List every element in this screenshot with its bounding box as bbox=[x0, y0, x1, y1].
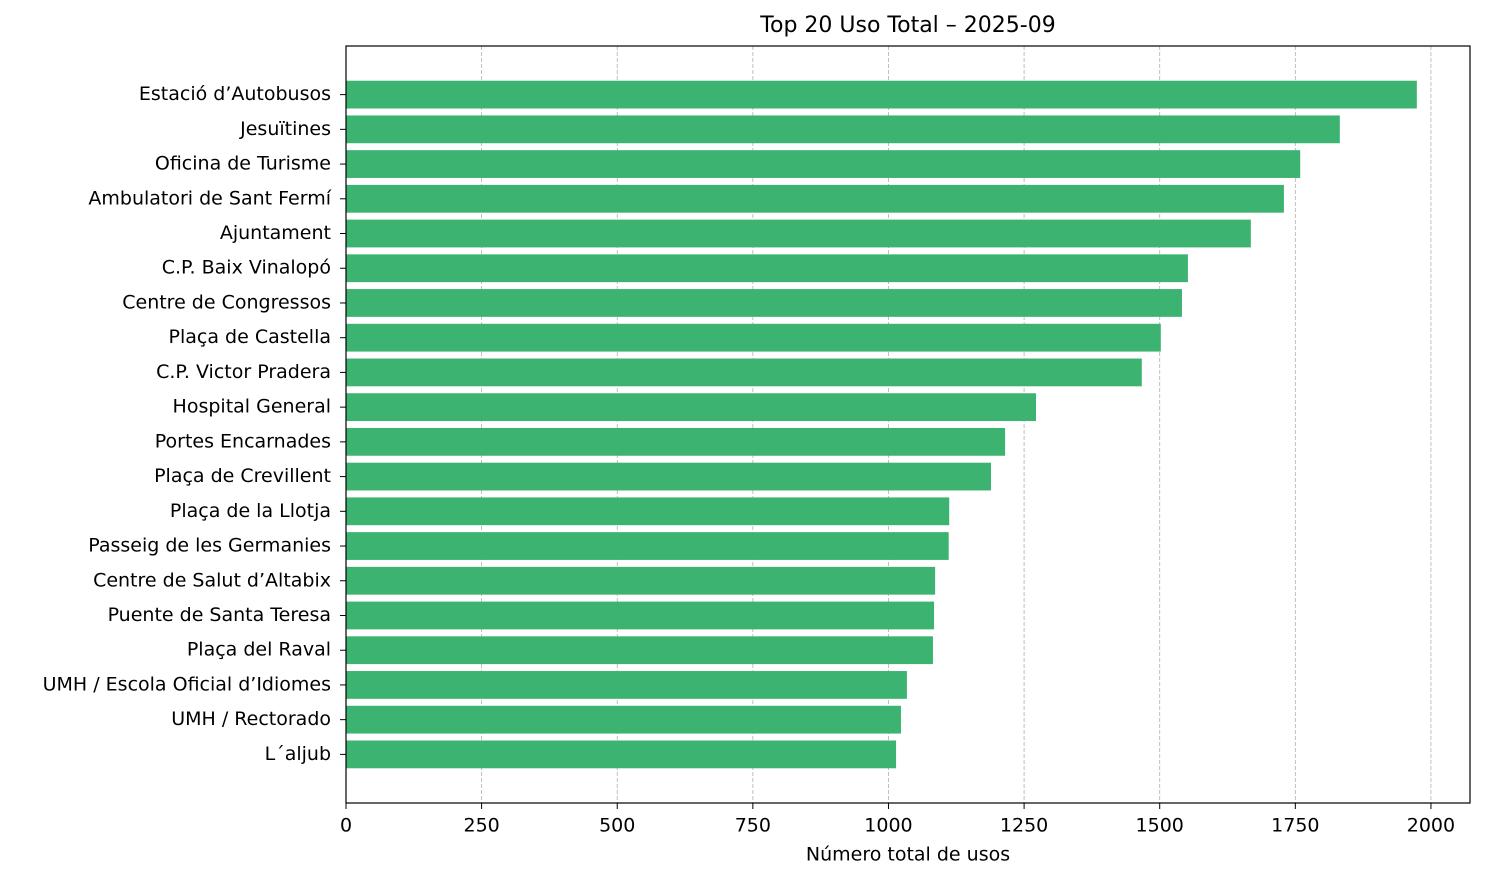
bar bbox=[346, 80, 1417, 109]
y-tick-label: Ajuntament bbox=[220, 222, 331, 244]
bar bbox=[346, 601, 935, 630]
bar bbox=[346, 462, 991, 491]
bar bbox=[346, 254, 1188, 283]
bar bbox=[346, 115, 1340, 144]
y-tick-label: Jesuïtines bbox=[239, 118, 331, 140]
y-tick-label: L´aljub bbox=[265, 743, 331, 765]
bar bbox=[346, 323, 1161, 352]
y-tick-label: Hospital General bbox=[173, 396, 331, 418]
bar bbox=[346, 566, 936, 595]
bar bbox=[346, 150, 1301, 178]
bar bbox=[346, 497, 950, 526]
bar bbox=[346, 705, 901, 734]
bar bbox=[346, 393, 1037, 422]
y-tick-label: UMH / Rectorado bbox=[171, 708, 331, 730]
bar bbox=[346, 636, 933, 665]
x-tick-label: 750 bbox=[735, 815, 771, 837]
y-tick-label: Centre de Salut d’Altabix bbox=[93, 569, 331, 591]
bar bbox=[346, 740, 897, 769]
bar bbox=[346, 219, 1251, 248]
y-tick-label: Plaça de la Llotja bbox=[170, 500, 331, 522]
bar bbox=[346, 358, 1142, 387]
y-tick-label: Plaça de Crevillent bbox=[154, 465, 331, 487]
y-tick-label: UMH / Escola Oficial d’Idiomes bbox=[43, 673, 331, 695]
x-tick-label: 1000 bbox=[864, 815, 912, 837]
x-tick-label: 250 bbox=[463, 815, 499, 837]
x-tick-label: 1250 bbox=[1000, 815, 1048, 837]
x-tick-label: 500 bbox=[599, 815, 635, 837]
x-tick-label: 1500 bbox=[1136, 815, 1184, 837]
y-tick-label: Plaça de Castella bbox=[169, 326, 331, 348]
y-tick-label: Plaça del Raval bbox=[187, 639, 331, 661]
y-tick-label: C.P. Victor Pradera bbox=[156, 361, 331, 383]
y-tick-label: Centre de Congressos bbox=[122, 291, 331, 313]
y-tick-label: Ambulatori de Sant Fermí bbox=[88, 187, 331, 209]
y-tick-label: Passeig de les Germanies bbox=[88, 535, 331, 557]
y-tick-label: C.P. Baix Vinalopó bbox=[162, 257, 331, 279]
bar bbox=[346, 671, 907, 699]
y-tick-label: Estació d’Autobusos bbox=[139, 83, 331, 105]
y-tick-label: Puente de Santa Teresa bbox=[108, 604, 331, 626]
x-tick-label: 0 bbox=[340, 815, 352, 837]
x-tick-label: 2000 bbox=[1407, 815, 1455, 837]
bar bbox=[346, 184, 1284, 213]
chart-title: Top 20 Uso Total – 2025-09 bbox=[759, 13, 1055, 38]
y-tick-label: Portes Encarnades bbox=[155, 430, 331, 452]
bar bbox=[346, 427, 1006, 456]
bar bbox=[346, 532, 949, 560]
bar bbox=[346, 289, 1182, 317]
x-axis-label: Número total de usos bbox=[806, 844, 1010, 866]
plot-frame bbox=[345, 45, 1471, 804]
y-tick-label: Oficina de Turisme bbox=[155, 153, 331, 175]
x-tick-label: 1750 bbox=[1271, 815, 1319, 837]
